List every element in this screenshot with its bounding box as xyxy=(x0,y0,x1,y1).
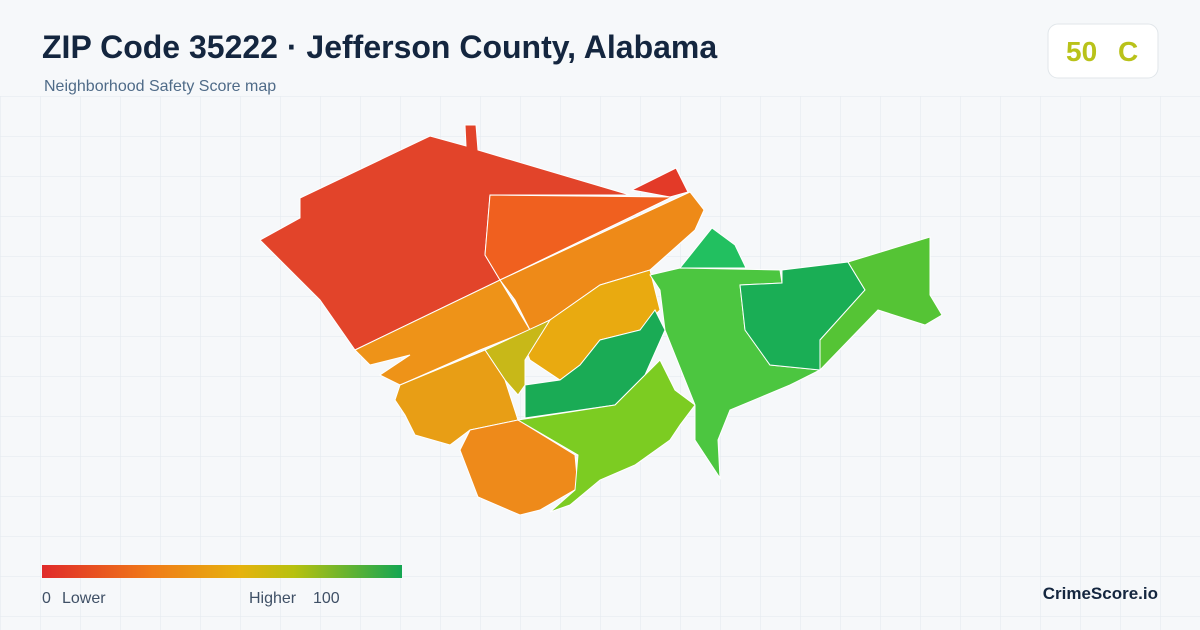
legend-max: 100 xyxy=(313,590,340,607)
neighborhood xyxy=(516,359,696,513)
brand: CrimeScore.io xyxy=(1043,584,1158,603)
legend-max-label: Higher xyxy=(249,590,297,607)
neighborhood xyxy=(649,267,822,480)
title: ZIP Code 35222 · Jefferson County, Alaba… xyxy=(42,29,717,65)
subtitle: Neighborhood Safety Score map xyxy=(44,78,276,95)
zip-map xyxy=(259,124,943,516)
grade: C xyxy=(1118,36,1138,67)
neighborhood xyxy=(459,419,579,516)
legend-bar xyxy=(42,565,402,578)
neighborhood xyxy=(630,167,689,198)
neighborhood xyxy=(394,349,519,446)
legend-min: 0 xyxy=(42,590,51,607)
neighborhood xyxy=(678,227,747,269)
score: 50 xyxy=(1066,36,1097,67)
score-badge xyxy=(1047,23,1159,79)
legend-min-label: Lower xyxy=(62,590,106,607)
neighborhood xyxy=(819,236,943,372)
